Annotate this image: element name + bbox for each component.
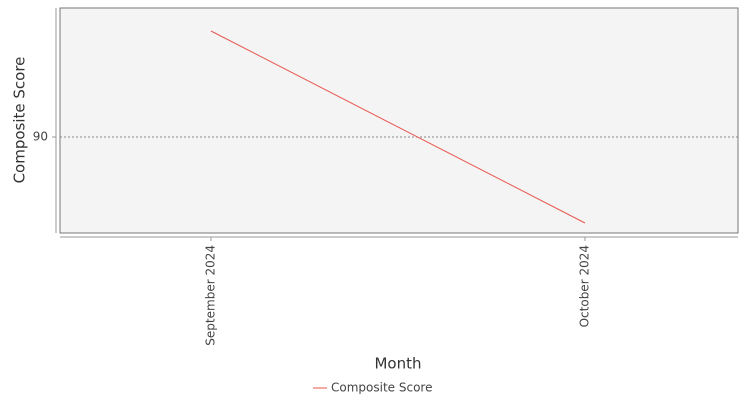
y-tick-label: 90: [33, 130, 48, 144]
x-tick-label: September 2024: [203, 245, 217, 346]
y-axis-title: Composite Score: [11, 57, 29, 184]
x-axis-title: Month: [374, 355, 421, 373]
legend-label: Composite Score: [331, 381, 432, 395]
line-series: [210, 30, 586, 224]
x-tick-label: October 2024: [577, 245, 591, 327]
plot-area: [59, 7, 739, 234]
